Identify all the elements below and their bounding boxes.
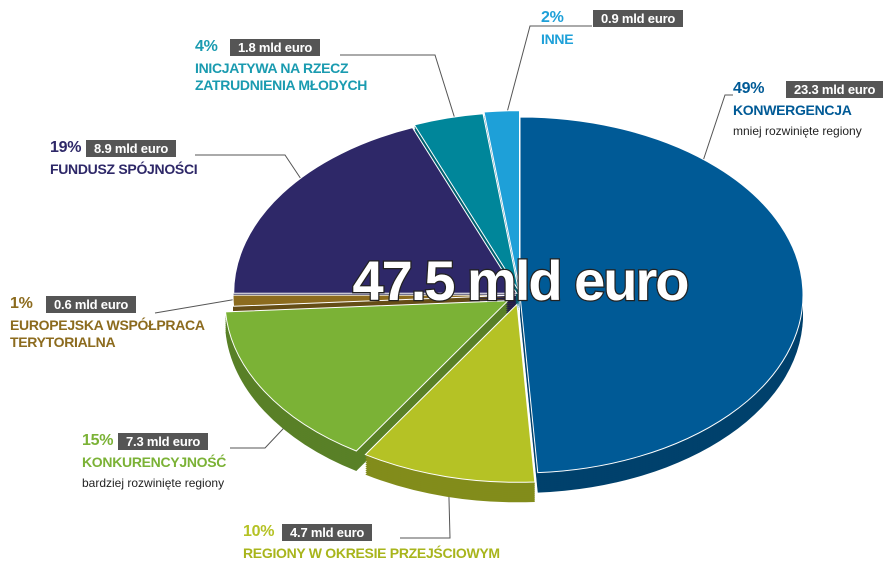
amount-label: 0.6 mld euro [46,296,137,313]
percent-label: 2% [541,9,564,26]
slice [483,110,520,289]
slice [233,127,518,294]
category-label: EUROPEJSKA WSPÓŁPRACA TERYTORIALNA [10,317,205,350]
category-label: FUNDUSZ SPÓJNOŚCI [50,161,198,177]
category-label: KONKURENCYJNOŚĆ [82,454,227,470]
category-subtitle: mniej rozwinięte regiony [733,124,862,138]
percent-label: 15% [82,432,114,449]
slice [232,294,517,307]
slice [519,116,804,474]
amount-label: 7.3 mld euro [118,433,209,450]
category-label: INNE [541,31,574,47]
percent-label: 1% [10,295,33,312]
total-label: 47.5 mld euro [352,249,688,312]
percent-label: 4% [195,38,218,55]
category-label: REGIONY W OKRESIE PRZEJŚCIOWYM [243,545,500,561]
category-label: INICJATYWA NA RZECZ ZATRUDNIENIA MŁODYCH [195,60,368,93]
percent-label: 10% [243,523,275,540]
category-subtitle: bardziej rozwinięte regiony [82,476,225,490]
slice [224,300,510,452]
slice [364,303,536,483]
slice [413,113,519,291]
amount-label: 23.3 mld euro [786,81,884,98]
percent-label: 49% [733,80,765,97]
amount-label: 1.8 mld euro [230,39,321,56]
amount-label: 8.9 mld euro [86,140,177,157]
leader-lines [154,25,733,539]
percent-label: 19% [50,139,82,156]
amount-label: 4.7 mld euro [282,524,373,541]
amount-label: 0.9 mld euro [593,10,684,27]
category-label: KONWERGENCJA [733,102,852,118]
